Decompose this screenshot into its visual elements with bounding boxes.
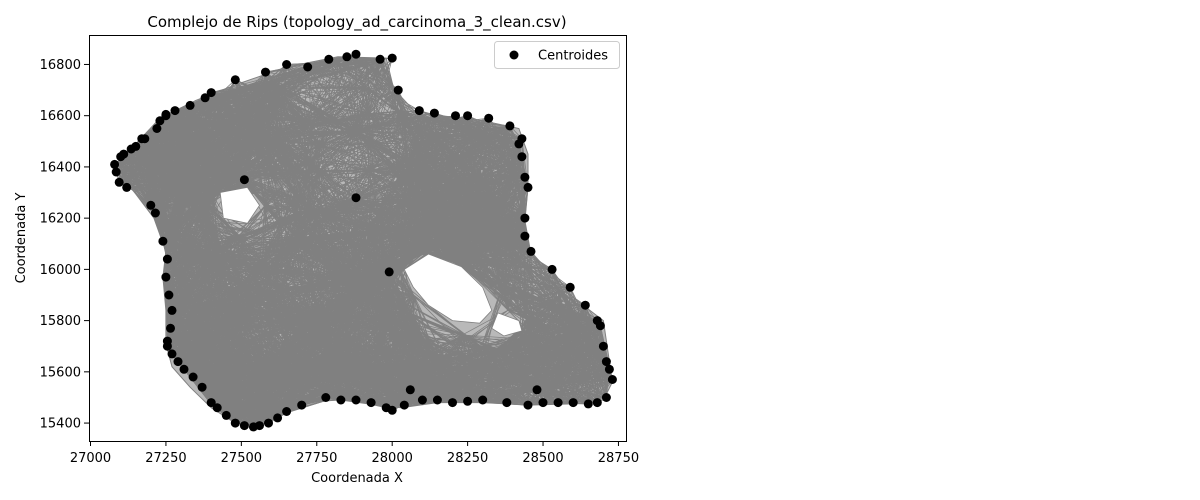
rips-edges-layer (114, 53, 613, 428)
chart-title: Complejo de Rips (topology_ad_carcinoma_… (147, 13, 566, 32)
plot-area (89, 35, 627, 442)
